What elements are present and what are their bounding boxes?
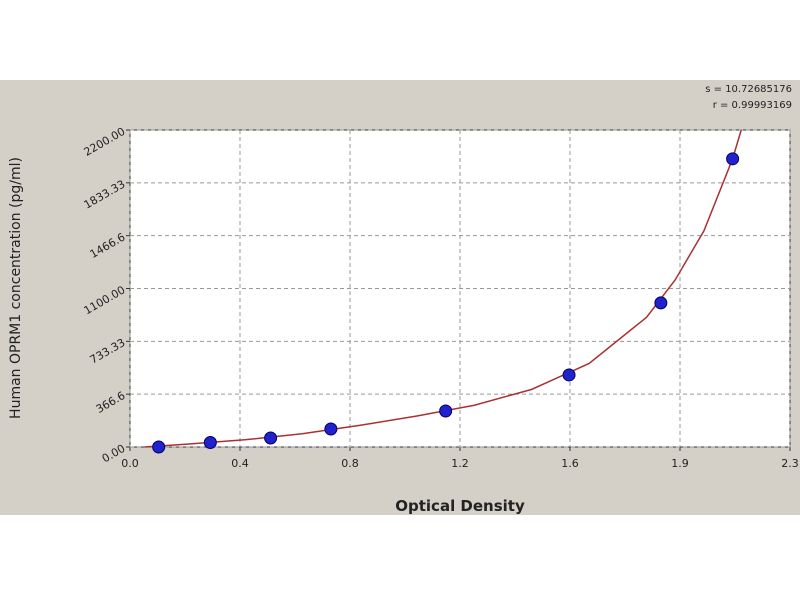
data-point xyxy=(726,152,740,166)
x-tick-label: 1.9 xyxy=(671,457,689,470)
data-point xyxy=(562,368,576,382)
y-axis-label: Human OPRM1 concentration (pg/ml) xyxy=(8,157,24,419)
x-tick-label: 0.0 xyxy=(121,457,139,470)
data-point xyxy=(203,435,217,449)
annotation: r = 0.99993169 xyxy=(713,100,792,111)
data-point xyxy=(264,431,278,445)
x-axis-label: Optical Density xyxy=(395,497,525,515)
data-point xyxy=(439,404,453,418)
x-tick-label: 0.4 xyxy=(231,457,249,470)
x-tick-label: 2.3 xyxy=(781,457,799,470)
fit-curve xyxy=(144,129,742,448)
x-tick-label: 1.6 xyxy=(561,457,579,470)
x-tick-label: 0.8 xyxy=(341,457,359,470)
x-tick-label: 1.2 xyxy=(451,457,469,470)
annotation: s = 10.72685176 xyxy=(705,84,792,95)
data-point xyxy=(152,440,166,454)
data-point xyxy=(324,422,338,436)
data-point xyxy=(654,296,668,310)
